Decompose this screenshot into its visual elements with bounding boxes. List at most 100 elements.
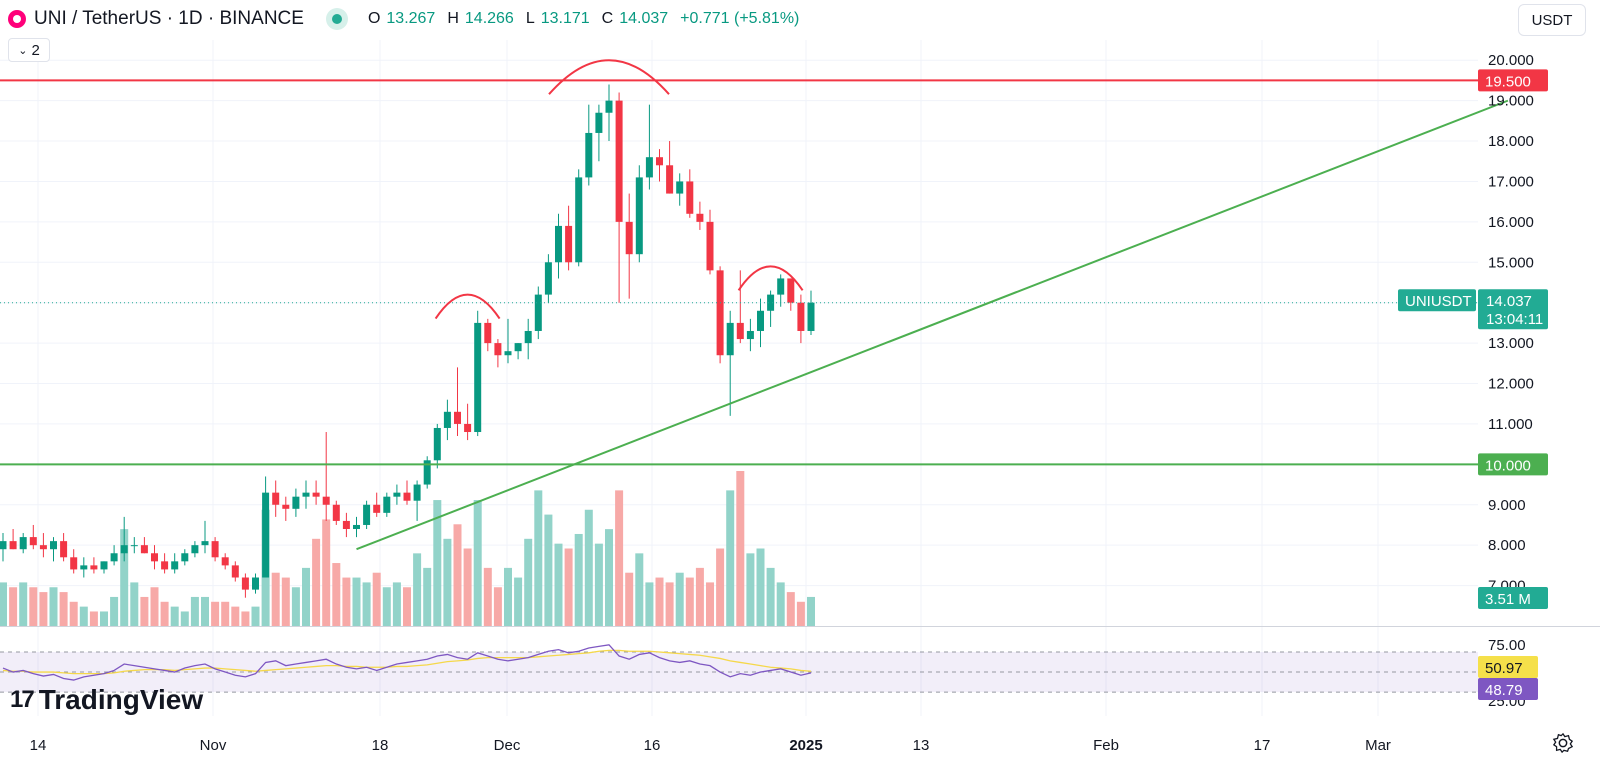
volume-bar <box>756 548 765 626</box>
symbol-header: UNI / TetherUS · 1D · BINANCE O 13.267 H 14… <box>8 6 805 32</box>
volume-bar <box>291 587 300 626</box>
time-tick-label: 18 <box>372 737 389 754</box>
volume-bar <box>322 519 331 626</box>
volume-bar <box>766 567 775 626</box>
volume-bar <box>332 563 341 626</box>
candle-body <box>353 524 360 530</box>
price-tick-label: 20.000 <box>1488 52 1534 69</box>
volume-bar <box>746 553 755 626</box>
candle-body <box>736 322 744 340</box>
volume-bar <box>584 509 593 626</box>
candle-body <box>241 577 249 590</box>
candle-body <box>29 537 37 546</box>
candle-body <box>60 541 68 558</box>
volume-bar <box>160 601 169 626</box>
trendline <box>356 99 1509 551</box>
candle-body <box>565 225 573 263</box>
volume-bar <box>544 514 553 626</box>
volume-bar <box>726 490 735 626</box>
time-tick-label: 16 <box>644 737 661 754</box>
uniswap-logo-icon <box>8 10 26 28</box>
volume-bar <box>150 587 159 626</box>
volume-bar <box>49 587 58 626</box>
candle-body <box>777 278 785 295</box>
candle-body <box>161 561 169 570</box>
time-tick-label: 14 <box>30 737 47 754</box>
candle-body <box>120 545 128 554</box>
ohlc-value: 14.266 <box>464 10 514 27</box>
candle-body <box>80 565 88 570</box>
candle-body <box>676 181 684 194</box>
candle-body <box>443 411 451 428</box>
volume-bar <box>271 572 280 626</box>
candle-body <box>484 322 492 344</box>
volume-bar <box>201 596 209 626</box>
volume-bar <box>605 529 613 626</box>
candle-body <box>474 322 482 433</box>
candle-body <box>797 302 805 331</box>
candle-body <box>130 545 138 547</box>
candle-body <box>50 541 57 550</box>
rsi-ma-label: 50.97 <box>1485 660 1523 677</box>
price-label-resistance-bg <box>1478 69 1548 92</box>
candle-body <box>757 310 764 331</box>
candle-body <box>191 545 199 554</box>
gear-icon[interactable] <box>1552 732 1574 754</box>
price-tick-label: 19.000 <box>1488 93 1534 110</box>
time-tick-label: Nov <box>200 737 227 754</box>
candle-body <box>544 262 552 295</box>
volume-bar <box>504 567 512 626</box>
candle-body <box>605 100 613 113</box>
candle-body <box>635 177 643 255</box>
price-tick-label: 11.000 <box>1488 416 1533 433</box>
volume-bar <box>443 538 452 626</box>
candle-body <box>716 270 724 356</box>
candle-body <box>433 427 441 461</box>
indicator-count: 2 <box>31 41 40 59</box>
candle-body <box>686 181 694 214</box>
volume-bar <box>655 577 664 626</box>
volume-bar <box>786 592 795 626</box>
volume-bar <box>19 582 28 626</box>
volume-bar <box>564 548 573 626</box>
volume-bar <box>392 582 401 626</box>
candle-body <box>534 294 542 331</box>
indicators-toggle-button[interactable]: ⌄ 2 <box>8 38 50 62</box>
candle-body <box>383 496 391 513</box>
symbol-title[interactable]: UNI / TetherUS · 1D · BINANCE <box>34 8 304 29</box>
candle-body <box>201 541 209 546</box>
candle-body <box>504 351 512 356</box>
candle-body <box>726 322 734 356</box>
candle-body <box>696 213 704 222</box>
candle-body <box>171 561 179 570</box>
time-tick-label: Mar <box>1365 737 1391 754</box>
tradingview-logo[interactable]: 17 TradingView <box>10 684 203 716</box>
volume-bar <box>594 543 603 626</box>
rsi-tick-label: 75.00 <box>1488 637 1526 654</box>
ohlc-value: 13.171 <box>540 10 590 27</box>
candle-body <box>454 411 461 424</box>
volume-bar <box>79 606 88 626</box>
volume-bar <box>685 577 694 626</box>
volume-bar <box>302 567 310 626</box>
currency-button[interactable]: USDT <box>1518 4 1586 36</box>
candle-body <box>403 492 411 501</box>
volume-bar <box>39 592 48 626</box>
candle-body <box>342 520 350 530</box>
market-open-icon <box>325 8 348 30</box>
volume-bar <box>0 582 7 626</box>
candle-body <box>363 504 371 525</box>
volume-bar <box>251 606 260 626</box>
volume-bar <box>403 587 411 626</box>
ohlc-legend: O 13.267 H 14.266 L 13.171 C 14.037 +0.771 (+5.8… <box>368 10 805 28</box>
volume-bar <box>776 582 785 626</box>
rsi-value-label: 48.79 <box>1485 682 1523 699</box>
price-label-support: 10.000 <box>1485 457 1531 474</box>
pattern-arc-right-shoulder <box>737 265 804 291</box>
volume-bar <box>372 572 381 626</box>
candle-body <box>787 278 795 303</box>
volume-bar <box>231 606 240 626</box>
volume-bar <box>807 596 815 626</box>
symbol-tag: UNIUSDT <box>1405 293 1472 310</box>
